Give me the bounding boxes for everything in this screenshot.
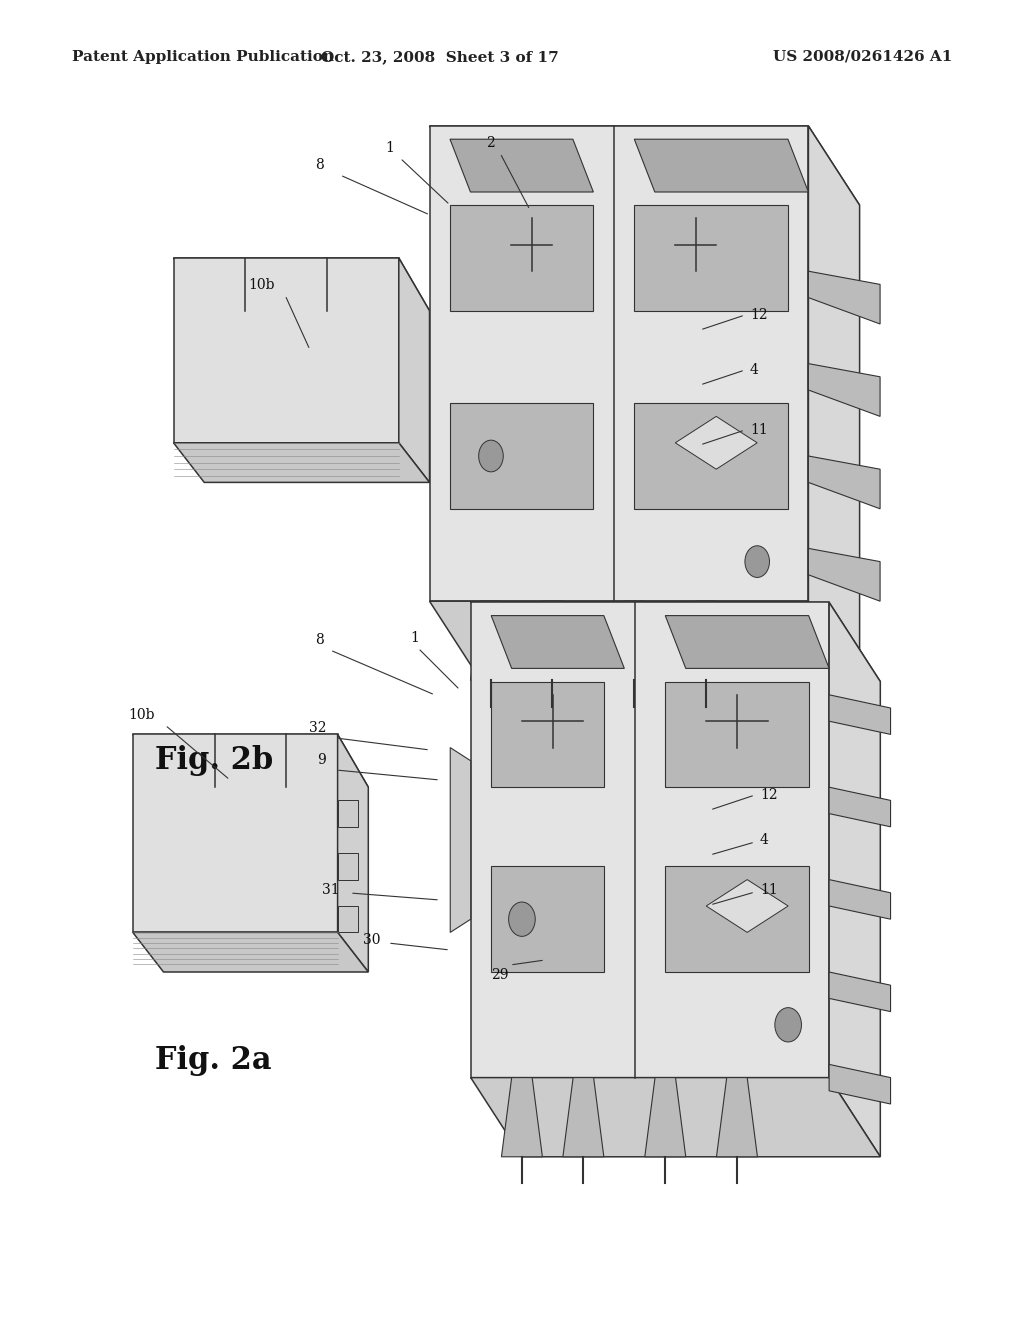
Text: 9: 9 <box>317 752 326 767</box>
Polygon shape <box>829 602 881 1156</box>
Polygon shape <box>429 125 859 205</box>
Polygon shape <box>808 125 859 680</box>
Polygon shape <box>829 879 891 919</box>
Text: 10b: 10b <box>128 708 155 722</box>
Circle shape <box>509 902 536 936</box>
Polygon shape <box>645 1077 686 1156</box>
Text: Fig. 2a: Fig. 2a <box>155 1044 271 1076</box>
Polygon shape <box>492 681 604 787</box>
Text: 4: 4 <box>750 363 759 378</box>
Polygon shape <box>502 1077 543 1156</box>
Polygon shape <box>675 416 757 469</box>
Text: 1: 1 <box>411 631 420 645</box>
Polygon shape <box>338 853 358 879</box>
Polygon shape <box>173 257 429 310</box>
Polygon shape <box>829 972 891 1011</box>
Polygon shape <box>829 694 891 734</box>
Text: 31: 31 <box>323 883 340 898</box>
Polygon shape <box>338 734 369 972</box>
Polygon shape <box>666 681 809 787</box>
Text: 8: 8 <box>315 158 325 172</box>
Polygon shape <box>470 601 511 680</box>
Text: Oct. 23, 2008  Sheet 3 of 17: Oct. 23, 2008 Sheet 3 of 17 <box>322 50 559 63</box>
Text: 32: 32 <box>308 721 326 735</box>
Polygon shape <box>338 906 358 932</box>
Polygon shape <box>338 800 358 826</box>
Polygon shape <box>685 601 726 680</box>
Text: 30: 30 <box>362 933 380 946</box>
Polygon shape <box>398 257 429 482</box>
Polygon shape <box>471 1077 881 1156</box>
Polygon shape <box>634 139 808 191</box>
Text: 11: 11 <box>760 883 778 898</box>
Polygon shape <box>450 205 593 310</box>
Polygon shape <box>808 548 880 601</box>
Text: 2: 2 <box>485 136 495 150</box>
Text: 4: 4 <box>760 833 769 847</box>
Text: 1: 1 <box>386 141 394 154</box>
Circle shape <box>744 545 769 577</box>
Polygon shape <box>133 734 338 932</box>
Polygon shape <box>531 601 572 680</box>
Polygon shape <box>634 403 787 508</box>
Polygon shape <box>613 601 654 680</box>
Text: 12: 12 <box>760 788 777 803</box>
Text: Fig. 2b: Fig. 2b <box>155 744 273 776</box>
Text: 8: 8 <box>315 634 325 647</box>
Polygon shape <box>563 1077 604 1156</box>
Circle shape <box>478 440 503 471</box>
Text: 12: 12 <box>750 308 768 322</box>
Text: 29: 29 <box>492 968 509 982</box>
Polygon shape <box>717 1077 758 1156</box>
Polygon shape <box>133 932 369 972</box>
Polygon shape <box>133 734 369 787</box>
Polygon shape <box>707 879 788 932</box>
Polygon shape <box>634 205 787 310</box>
Text: US 2008/0261426 A1: US 2008/0261426 A1 <box>773 50 952 63</box>
Polygon shape <box>173 257 398 442</box>
Text: 10b: 10b <box>249 279 275 292</box>
Polygon shape <box>429 125 808 601</box>
Polygon shape <box>808 363 880 416</box>
Polygon shape <box>666 615 829 668</box>
Polygon shape <box>492 615 625 668</box>
Circle shape <box>775 1007 802 1041</box>
Polygon shape <box>829 1064 891 1104</box>
Polygon shape <box>450 139 593 191</box>
Text: Patent Application Publication: Patent Application Publication <box>72 50 334 63</box>
Polygon shape <box>173 442 429 482</box>
Polygon shape <box>429 601 859 680</box>
Polygon shape <box>808 271 880 323</box>
Polygon shape <box>666 866 809 972</box>
Polygon shape <box>808 455 880 508</box>
Polygon shape <box>450 403 593 508</box>
Polygon shape <box>471 602 829 1077</box>
Text: 11: 11 <box>750 422 768 437</box>
Polygon shape <box>451 747 471 932</box>
Polygon shape <box>471 602 881 681</box>
Polygon shape <box>829 787 891 826</box>
Polygon shape <box>492 866 604 972</box>
